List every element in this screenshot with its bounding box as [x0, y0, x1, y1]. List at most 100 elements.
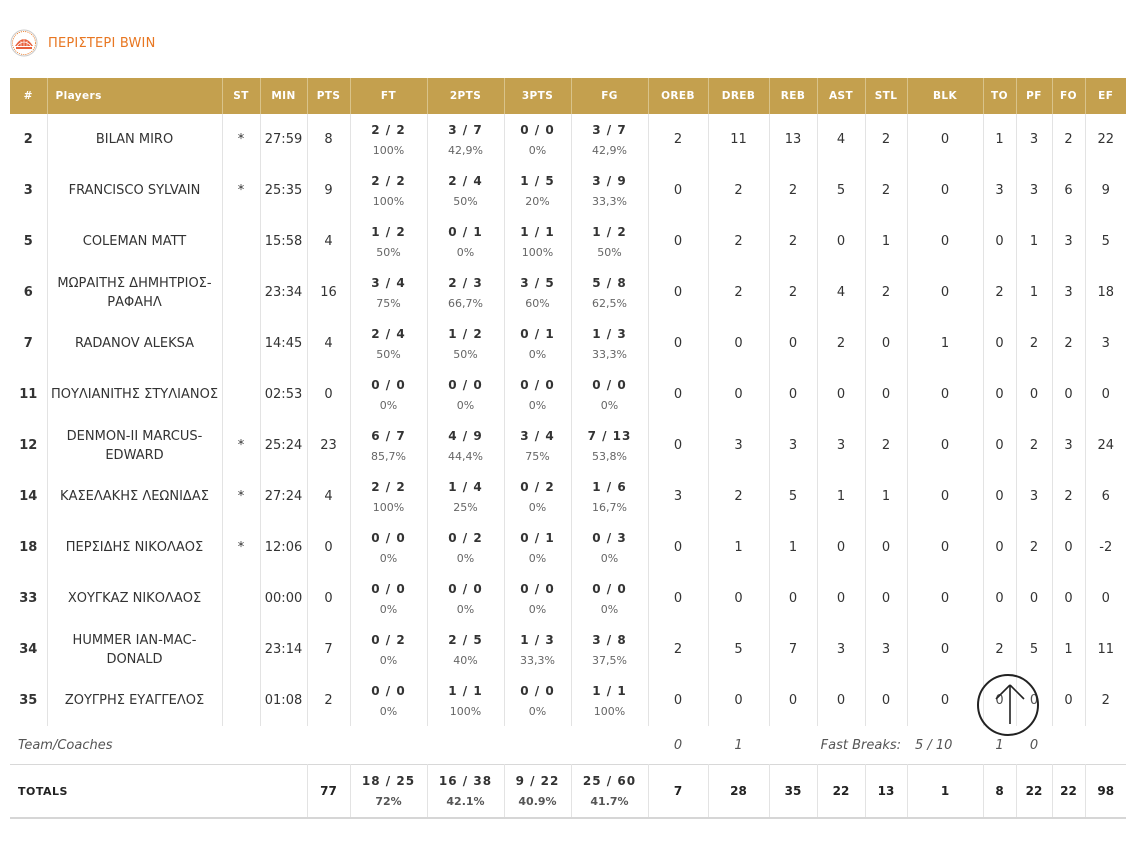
dreb-cell: 2 — [708, 216, 770, 267]
player-row: 14 ΚΑΣΕΛΑΚΗΣ ΛΕΩΝΙΔΑΣ * 27:24 4 2 / 2 100% 1 / … — [10, 471, 1126, 522]
reb-cell: 2 — [769, 216, 818, 267]
oreb-cell: 0 — [648, 675, 709, 726]
ft-cell: 3 / 4 75% — [350, 267, 428, 318]
2pts-made-attempted: 0 / 2 — [448, 530, 483, 545]
col-points-header[interactable]: PTS — [307, 78, 351, 114]
fg-percentage: 33,3% — [592, 194, 627, 208]
fg-made-attempted: 3 / 9 — [592, 173, 627, 188]
3pts-cell: 1 / 5 20% — [504, 165, 572, 216]
dreb-cell: 2 — [708, 471, 770, 522]
col-pf-header[interactable]: PF — [1016, 78, 1053, 114]
stl-cell: 0 — [865, 675, 908, 726]
dreb-cell: 0 — [708, 675, 770, 726]
ef-cell: -2 — [1099, 540, 1113, 555]
fo-cell: 3 — [1052, 267, 1086, 318]
col-minutes-header[interactable]: MIN — [260, 78, 308, 114]
2pts-cell: 1 / 1 100% — [427, 675, 505, 726]
ft-percentage: 85,7% — [371, 449, 406, 463]
player-name[interactable]: FRANCISCO SYLVAIN — [47, 165, 223, 216]
player-name[interactable]: ΜΩΡΑΙΤΗΣ ΔΗΜΗΤΡΙΟΣ-ΡΑΦΑΗΛ — [47, 267, 223, 318]
col-fo-header[interactable]: FO — [1052, 78, 1086, 114]
fg-made-attempted: 1 / 2 — [592, 224, 627, 239]
oreb-cell: 3 — [648, 471, 709, 522]
col-ast-header[interactable]: AST — [817, 78, 866, 114]
fo-cell: 0 — [1052, 522, 1086, 573]
team-name[interactable]: ΠΕΡΙΣΤΕΡΙ BWIN — [48, 35, 156, 51]
stl-cell: 2 — [865, 420, 908, 471]
col-dreb-header[interactable]: DREB — [708, 78, 770, 114]
oreb-cell: 0 — [648, 369, 709, 420]
col-ft-header[interactable]: FT — [350, 78, 428, 114]
blk-cell: 0 — [907, 624, 984, 675]
col-starter-header[interactable]: ST — [222, 78, 261, 114]
fo-cell: 0 — [1052, 369, 1086, 420]
starter-mark: * — [222, 522, 261, 573]
dreb-cell: 5 — [708, 624, 770, 675]
player-name[interactable]: COLEMAN MATT — [47, 216, 223, 267]
blk-cell: 0 — [907, 471, 984, 522]
fo-cell: 1 — [1052, 624, 1086, 675]
fg-made-attempted: 1 / 1 — [592, 683, 627, 698]
player-name[interactable]: RADANOV ALEKSA — [47, 318, 223, 369]
totals-ft-made-attempted: 18 / 25 — [361, 774, 416, 788]
fg-cell: 3 / 7 42,9% — [571, 114, 649, 165]
ft-cell: 0 / 2 0% — [350, 624, 428, 675]
player-name[interactable]: BILAN MIRO — [47, 114, 223, 165]
ast-cell: 0 — [817, 675, 866, 726]
player-name[interactable]: HUMMER IAN-MAC-DONALD — [47, 624, 223, 675]
ef-cell: 11 — [1097, 642, 1115, 657]
dreb-cell: 11 — [708, 114, 770, 165]
minutes-cell: 23:34 — [260, 267, 308, 318]
fg-made-attempted: 0 / 0 — [592, 581, 627, 596]
ast-cell: 0 — [817, 522, 866, 573]
player-row: 18 ΠΕΡΣΙΔΗΣ ΝΙΚΟΛΑΟΣ * 12:06 0 0 / 0 0% 0 / 2 0%… — [10, 522, 1126, 573]
stl-cell: 2 — [865, 165, 908, 216]
totals-ft-percentage: 72% — [375, 795, 402, 808]
ft-percentage: 100% — [372, 500, 405, 514]
player-name[interactable]: ΚΑΣΕΛΑΚΗΣ ΛΕΩΝΙΔΑΣ — [47, 471, 223, 522]
col-fg-header[interactable]: FG — [571, 78, 649, 114]
col-to-header[interactable]: TO — [983, 78, 1017, 114]
ef-cell: 2 — [1101, 693, 1110, 708]
blk-cell: 0 — [907, 675, 984, 726]
3pts-percentage: 75% — [525, 449, 550, 463]
player-name[interactable]: DENMON-II MARCUS-EDWARD — [47, 420, 223, 471]
player-name[interactable]: ΠΟΥΛΙΑΝΙΤΗΣ ΣΤΥΛΙΑΝΟΣ — [47, 369, 223, 420]
points-cell: 16 — [307, 267, 351, 318]
fg-cell: 1 / 6 16,7% — [571, 471, 649, 522]
ft-cell: 2 / 2 100% — [350, 471, 428, 522]
2pts-cell: 2 / 5 40% — [427, 624, 505, 675]
2pts-cell: 1 / 2 50% — [427, 318, 505, 369]
col-2pts-header[interactable]: 2PTS — [427, 78, 505, 114]
player-name[interactable]: ΧΟΥΓΚΑΖ ΝΙΚΟΛΑΟΣ — [47, 573, 223, 624]
fg-made-attempted: 0 / 0 — [592, 377, 627, 392]
player-name[interactable]: ΖΟΥΓΡΗΣ ΕΥΑΓΓΕΛΟΣ — [47, 675, 223, 726]
3pts-cell: 1 / 1 100% — [504, 216, 572, 267]
scroll-to-top-button[interactable] — [977, 674, 1039, 736]
fg-percentage: 53,8% — [592, 449, 627, 463]
col-players-header[interactable]: Players — [47, 78, 223, 114]
3pts-percentage: 0% — [528, 143, 547, 157]
2pts-percentage: 0% — [456, 602, 475, 616]
col-number-header[interactable]: # — [10, 78, 48, 114]
col-stl-header[interactable]: STL — [865, 78, 908, 114]
player-row: 35 ΖΟΥΓΡΗΣ ΕΥΑΓΓΕΛΟΣ 01:08 2 0 / 0 0% 1 / 1 100… — [10, 675, 1126, 726]
player-name[interactable]: ΠΕΡΣΙΔΗΣ ΝΙΚΟΛΑΟΣ — [47, 522, 223, 573]
to-cell: 2 — [983, 624, 1017, 675]
col-3pts-header[interactable]: 3PTS — [504, 78, 572, 114]
oreb-cell: 0 — [648, 165, 709, 216]
pf-cell: 5 — [1016, 624, 1053, 675]
col-blk-header[interactable]: BLK — [907, 78, 984, 114]
ft-made-attempted: 1 / 2 — [371, 224, 406, 239]
col-oreb-header[interactable]: OREB — [648, 78, 709, 114]
3pts-cell: 0 / 1 0% — [504, 318, 572, 369]
3pts-made-attempted: 0 / 1 — [520, 530, 555, 545]
ft-cell: 6 / 7 85,7% — [350, 420, 428, 471]
reb-cell: 0 — [769, 318, 818, 369]
col-reb-header[interactable]: REB — [769, 78, 818, 114]
2pts-made-attempted: 0 / 0 — [448, 377, 483, 392]
2pts-made-attempted: 0 / 0 — [448, 581, 483, 596]
ast-cell: 5 — [817, 165, 866, 216]
to-cell: 0 — [983, 522, 1017, 573]
col-ef-header[interactable]: EF — [1085, 78, 1126, 114]
